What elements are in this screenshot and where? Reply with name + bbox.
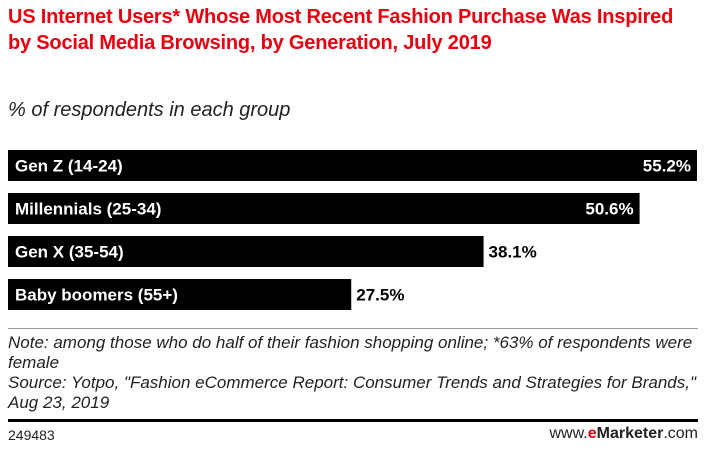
chart-title: US Internet Users* Whose Most Recent Fas… <box>8 6 674 54</box>
bar-chart: Gen Z (14-24) 55.2% Millennials (25-34) 50.… <box>8 150 697 310</box>
logo-brand: Marketer <box>596 425 664 442</box>
bar <box>8 236 484 267</box>
bar <box>8 279 352 310</box>
footnotes: Note: among those who do half of their f… <box>8 333 698 413</box>
logo-suffix: .com <box>663 425 698 442</box>
value-label: 55.2% <box>643 157 691 176</box>
value-label: 38.1% <box>489 243 537 262</box>
logo-prefix: www. <box>549 425 588 442</box>
value-label: 50.6% <box>585 200 633 219</box>
category-label: Baby boomers (55+) <box>15 286 178 305</box>
note-text: Note: among those who do half of their f… <box>8 333 693 372</box>
chart-id: 249483 <box>8 427 55 443</box>
category-label: Gen X (35-54) <box>15 243 124 262</box>
logo-e: e <box>587 425 597 442</box>
bar <box>8 150 697 181</box>
category-label: Millennials (25-34) <box>15 200 161 219</box>
footer-divider <box>8 419 698 422</box>
divider <box>8 328 698 329</box>
chart-subtitle: % of respondents in each group <box>8 99 291 121</box>
category-label: Gen Z (14-24) <box>15 157 123 176</box>
value-label: 27.5% <box>356 286 404 305</box>
source-text: Source: Yotpo, "Fashion eCommerce Report… <box>8 373 696 412</box>
bar <box>8 193 640 224</box>
emarketer-logo: www.eMarketer.com <box>549 425 698 443</box>
